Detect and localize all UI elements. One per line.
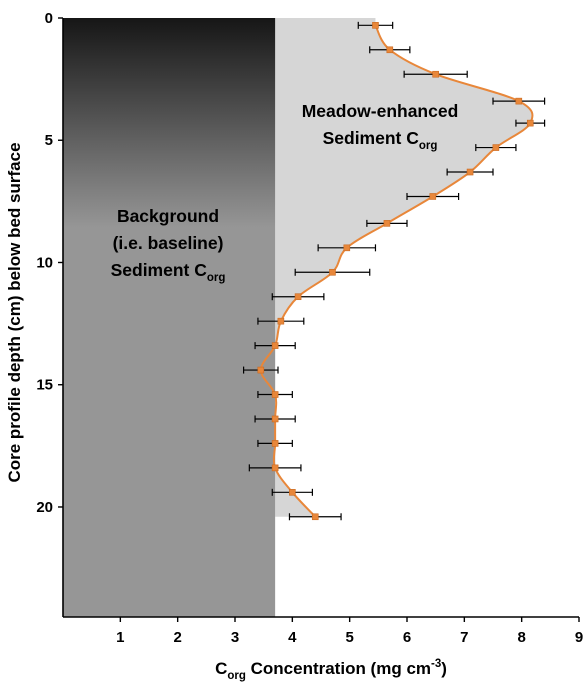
y-axis-title: Core profile depth (cm) below bed surfac… (5, 142, 24, 482)
x-axis-title-prefix: C (215, 659, 227, 678)
data-point (466, 168, 474, 176)
y-tick-label: 10 (36, 254, 53, 271)
data-point (294, 293, 302, 301)
enhanced-label-sediment: Sediment Corg (323, 128, 438, 152)
data-point (311, 513, 319, 521)
x-axis-title-suffix: ) (441, 659, 447, 678)
enhanced-label-sediment-text: Sediment C (323, 128, 420, 148)
data-point (271, 342, 279, 349)
labels: Core profile depth (cm) below bed surfac… (5, 101, 458, 682)
data-point (372, 22, 379, 29)
data-point (271, 464, 279, 472)
data-point (386, 46, 394, 54)
data-point (329, 268, 336, 276)
data-point (432, 70, 439, 78)
y-tick-label: 0 (45, 10, 53, 27)
background-label-line: Background (117, 206, 219, 226)
data-point (271, 415, 279, 423)
y-tick-label: 15 (36, 377, 53, 394)
background-label-sediment-subscript: org (207, 272, 226, 284)
x-tick-label: 5 (345, 629, 353, 646)
x-tick-label: 8 (517, 629, 525, 646)
data-points (257, 22, 534, 521)
background-label-sediment: Sediment Corg (111, 260, 226, 284)
data-point (277, 317, 285, 325)
x-axis-title: Corg Concentration (mg cm-3) (215, 658, 447, 682)
y-tick-label: 20 (36, 499, 53, 516)
enhanced-label-sediment-subscript: org (419, 140, 438, 152)
region-layer (63, 18, 533, 617)
data-point (271, 440, 279, 447)
enhanced-region (260, 18, 533, 517)
data-point (289, 489, 296, 496)
background-label-line: (i.e. baseline) (113, 233, 224, 253)
x-tick-label: 7 (460, 629, 468, 646)
x-tick-label: 1 (116, 629, 124, 646)
data-point (257, 366, 265, 374)
background-label-sediment-text: Sediment C (111, 260, 208, 280)
data-point (383, 220, 391, 227)
data-point (526, 119, 534, 127)
x-axis-title-subscript: org (227, 670, 246, 682)
data-point (429, 193, 437, 200)
y-tick-label: 5 (45, 132, 53, 149)
x-axis-title-middle: Concentration (mg cm (246, 659, 431, 678)
x-tick-label: 3 (231, 629, 239, 646)
data-point (271, 391, 279, 398)
x-axis-title-superscript: -3 (431, 658, 441, 670)
data-point (343, 244, 351, 252)
data-point (492, 144, 500, 151)
data-point (515, 97, 523, 105)
x-tick-label: 6 (403, 629, 411, 646)
x-tick-label: 4 (288, 629, 297, 646)
background-region (63, 18, 276, 617)
enhanced-label-line: Meadow-enhanced (302, 101, 459, 121)
x-tick-label: 9 (575, 629, 583, 646)
x-tick-label: 2 (173, 629, 181, 646)
axes: 1 2 3 4 5 6 7 8 9 0 5 10 15 20 (36, 10, 583, 646)
